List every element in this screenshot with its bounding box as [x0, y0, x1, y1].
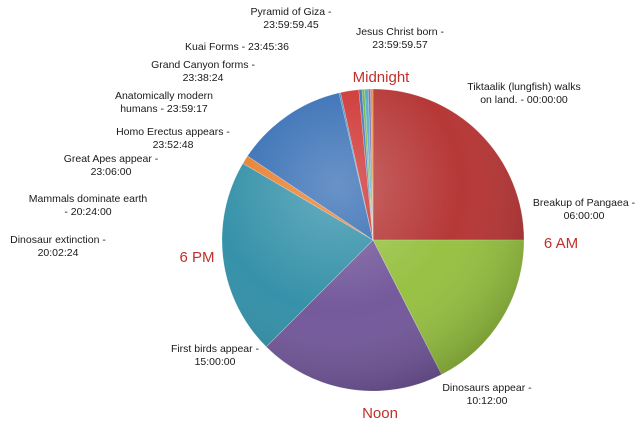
data-label-apes: Great Apes appear -23:06:00 — [64, 153, 159, 178]
clock-label-6-pm: 6 PM — [179, 249, 214, 266]
data-label-grand-canyon: Grand Canyon forms -23:38:24 — [151, 59, 255, 84]
clock-labels-layer: Midnight 6 AM Noon 6 PM — [179, 69, 578, 422]
data-label-line: Breakup of Pangaea - — [533, 197, 636, 209]
clock-label-noon: Noon — [362, 405, 398, 422]
data-label-jesus: Jesus Christ born -23:59:59.57 — [356, 26, 445, 51]
data-label-line: 23:06:00 — [91, 166, 132, 178]
data-label-line: Dinosaur extinction - — [10, 234, 106, 246]
data-label-line: Tiktaalik (lungfish) walks — [467, 81, 580, 93]
data-label-line: humans - 23:59:17 — [120, 103, 208, 115]
data-label-line: 23:59:59.45 — [263, 19, 319, 31]
data-label-line: Homo Erectus appears - — [116, 126, 230, 138]
slice-tiktaalik — [372, 88, 525, 241]
data-label-line: - 20:24:00 — [64, 206, 111, 218]
data-label-line: 10:12:00 — [467, 395, 508, 407]
data-label-dinosaurs: Dinosaurs appear -10:12:00 — [442, 382, 532, 407]
data-label-line: Dinosaurs appear - — [442, 382, 532, 394]
data-label-erectus: Homo Erectus appears -23:52:48 — [116, 126, 230, 151]
data-label-line: 23:52:48 — [153, 139, 194, 151]
data-label-mammals: Mammals dominate earth - 20:24:00 — [29, 193, 148, 218]
data-label-line: 20:02:24 — [38, 247, 79, 259]
data-label-line: 23:59:59.57 — [372, 39, 428, 51]
clock-label-midnight: Midnight — [353, 69, 411, 86]
labels-layer: Tiktaalik (lungfish) walks on land. - 00:… — [10, 6, 635, 407]
slices-layer — [221, 88, 525, 392]
data-label-humans: Anatomically modern humans - 23:59:17 — [115, 90, 213, 115]
data-label-line: 15:00:00 — [195, 356, 236, 368]
data-label-line: Mammals dominate earth — [29, 193, 148, 205]
data-label-line: 06:00:00 — [564, 210, 605, 222]
clock-label-6-am: 6 AM — [544, 235, 578, 252]
data-label-birds: First birds appear -15:00:00 — [171, 343, 260, 368]
data-label-line: on land. - 00:00:00 — [480, 94, 568, 106]
data-label-tiktaalik: Tiktaalik (lungfish) walks on land. - 00:… — [467, 81, 580, 106]
data-label-pangaea: Breakup of Pangaea -06:00:00 — [533, 197, 636, 222]
data-label-extinction: Dinosaur extinction -20:02:24 — [10, 234, 106, 259]
data-label-line: Great Apes appear - — [64, 153, 159, 165]
data-label-line: Pyramid of Giza - — [250, 6, 332, 18]
data-label-giza: Pyramid of Giza -23:59:59.45 — [250, 6, 332, 31]
data-label-line: Grand Canyon forms - — [151, 59, 255, 71]
data-label-line: Jesus Christ born - — [356, 26, 445, 38]
data-label-kuai: Kuai Forms - 23:45:36 — [185, 41, 289, 53]
data-label-line: 23:38:24 — [183, 72, 224, 84]
data-label-line: First birds appear - — [171, 343, 260, 355]
data-label-line: Kuai Forms - 23:45:36 — [185, 41, 289, 53]
data-label-line: Anatomically modern — [115, 90, 213, 102]
